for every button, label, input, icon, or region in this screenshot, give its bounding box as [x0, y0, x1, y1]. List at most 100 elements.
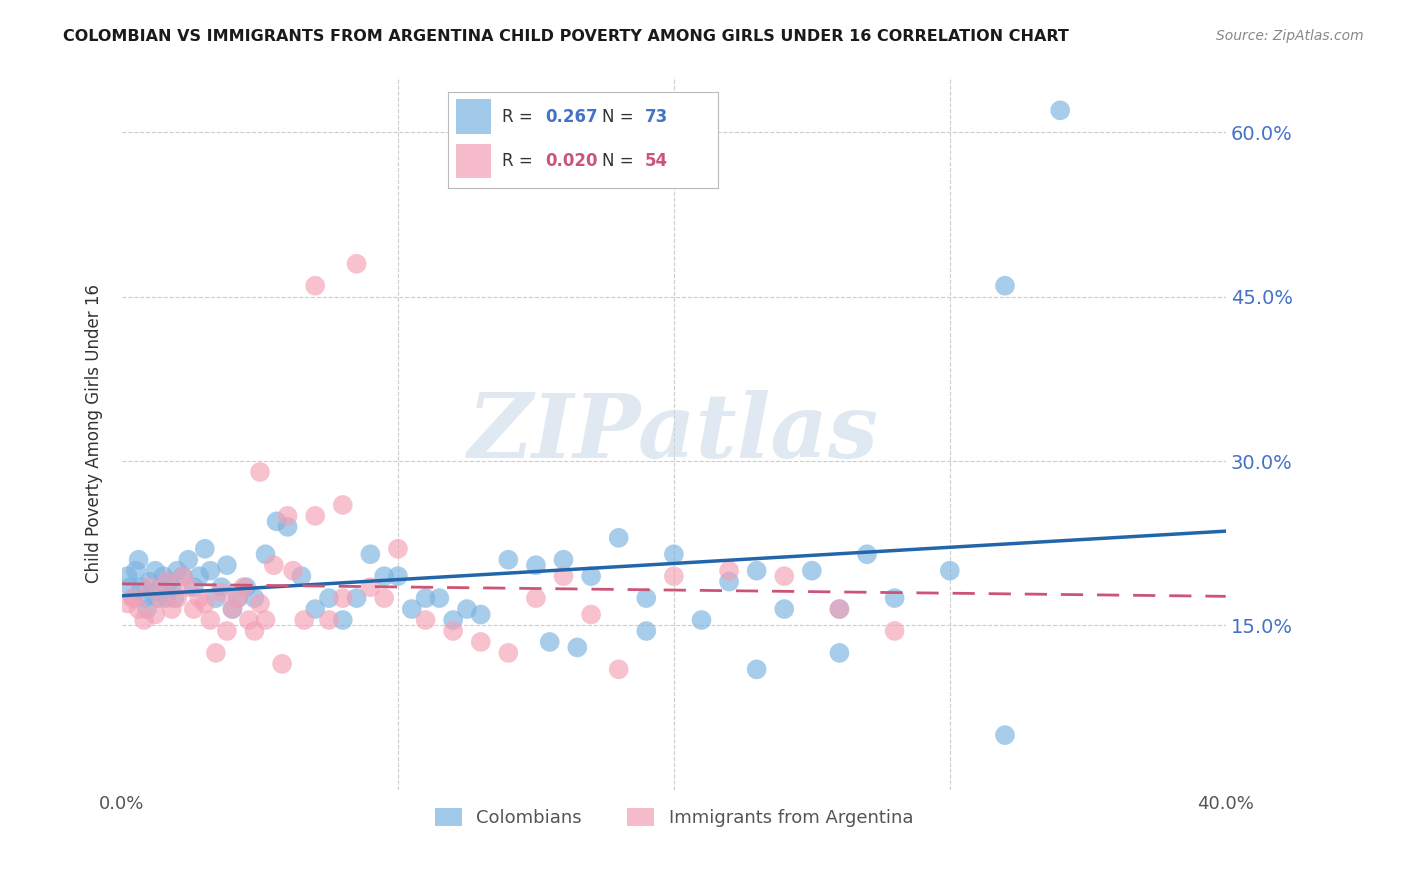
Point [163, 591, 186, 606]
Point [146, 591, 169, 606]
Point [125, 564, 148, 578]
Point [441, 613, 464, 627]
Point [994, 278, 1017, 293]
Point [215, 624, 238, 638]
Point [524, 558, 547, 573]
Text: COLOMBIAN VS IMMIGRANTS FROM ARGENTINA CHILD POVERTY AMONG GIRLS UNDER 16 CORREL: COLOMBIAN VS IMMIGRANTS FROM ARGENTINA C… [63, 29, 1069, 44]
Point [359, 547, 381, 561]
Point [281, 564, 304, 578]
Point [194, 597, 217, 611]
Point [122, 591, 145, 606]
Point [332, 613, 354, 627]
Point [149, 580, 172, 594]
Point [183, 580, 205, 594]
Point [221, 602, 243, 616]
Point [277, 508, 299, 523]
Point [387, 541, 409, 556]
Point [579, 607, 602, 622]
Point [135, 602, 157, 616]
Point [1049, 103, 1071, 118]
Point [553, 553, 575, 567]
Point [579, 569, 602, 583]
Point [141, 585, 163, 599]
Point [401, 602, 423, 616]
Point [226, 591, 249, 606]
Point [128, 602, 150, 616]
Point [415, 613, 437, 627]
Point [209, 585, 232, 599]
Point [152, 569, 174, 583]
Point [856, 547, 879, 561]
Point [249, 465, 271, 479]
Point [470, 635, 492, 649]
Point [456, 602, 478, 616]
Point [177, 553, 200, 567]
Point [177, 580, 200, 594]
Point [143, 564, 166, 578]
Point [636, 624, 658, 638]
Point [290, 569, 312, 583]
Point [387, 569, 409, 583]
Point [266, 514, 288, 528]
Point [117, 597, 139, 611]
Point [718, 574, 741, 589]
Y-axis label: Child Poverty Among Girls Under 16: Child Poverty Among Girls Under 16 [86, 285, 103, 583]
Point [470, 607, 492, 622]
Point [427, 591, 450, 606]
Point [304, 508, 326, 523]
Point [157, 574, 180, 589]
Point [134, 613, 156, 627]
Point [332, 498, 354, 512]
Point [149, 591, 172, 606]
Point [263, 558, 285, 573]
Point [567, 640, 589, 655]
Point [205, 646, 228, 660]
Point [359, 580, 381, 594]
Point [134, 591, 156, 606]
Point [607, 531, 630, 545]
Point [226, 591, 249, 606]
Point [498, 646, 520, 660]
Point [690, 613, 713, 627]
Point [373, 591, 395, 606]
Point [188, 591, 211, 606]
Point [346, 257, 368, 271]
Point [277, 520, 299, 534]
Point [128, 553, 150, 567]
Point [172, 569, 194, 583]
Text: Source: ZipAtlas.com: Source: ZipAtlas.com [1216, 29, 1364, 43]
Point [243, 591, 266, 606]
Point [524, 591, 547, 606]
Point [828, 602, 851, 616]
Point [215, 558, 238, 573]
Point [304, 602, 326, 616]
Point [939, 564, 962, 578]
Point [318, 613, 340, 627]
Point [292, 613, 315, 627]
Point [607, 662, 630, 676]
Point [235, 580, 257, 594]
Point [718, 564, 741, 578]
Point [828, 646, 851, 660]
Point [662, 569, 685, 583]
Point [373, 569, 395, 583]
Legend: Colombians, Immigrants from Argentina: Colombians, Immigrants from Argentina [427, 800, 921, 834]
Point [332, 591, 354, 606]
Point [441, 624, 464, 638]
Point [238, 613, 260, 627]
Point [254, 613, 277, 627]
Point [183, 602, 205, 616]
Point [205, 591, 228, 606]
Point [271, 657, 294, 671]
Point [194, 541, 217, 556]
Point [122, 591, 145, 606]
Point [828, 602, 851, 616]
Point [138, 580, 160, 594]
Point [172, 569, 194, 583]
Point [553, 569, 575, 583]
Point [249, 597, 271, 611]
Point [498, 553, 520, 567]
Point [415, 591, 437, 606]
Point [160, 580, 183, 594]
Point [662, 547, 685, 561]
